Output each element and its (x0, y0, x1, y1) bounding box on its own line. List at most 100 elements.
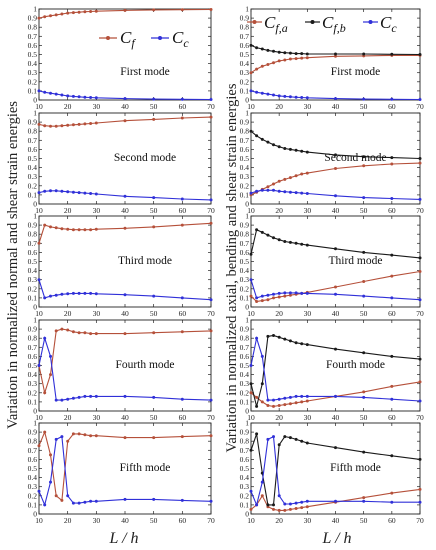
data-point (260, 299, 264, 303)
right-column-xlabel: L / h (321, 530, 351, 547)
data-point (334, 167, 337, 170)
x-tick-label: 10 (247, 206, 255, 215)
y-tick-label: 0.6 (240, 248, 250, 257)
legend-marker (158, 36, 162, 40)
data-point (300, 500, 304, 504)
data-point (37, 278, 41, 282)
y-tick-label: 0.1 (28, 190, 38, 199)
data-point (362, 395, 366, 399)
x-tick-label: 20 (275, 516, 283, 525)
data-point (260, 494, 264, 498)
data-point (152, 331, 156, 335)
x-tick-label: 30 (93, 206, 101, 215)
panel-right-1: 00.10.20.30.40.50.60.70.80.91 10 20 30 40 50 6… (240, 5, 424, 112)
data-point (277, 494, 281, 498)
data-point (362, 164, 366, 168)
data-point (60, 227, 64, 231)
data-point (300, 242, 304, 246)
x-tick-label: 10 (35, 309, 43, 318)
data-point (123, 119, 127, 123)
plot-frame (38, 8, 212, 101)
data-point (305, 394, 309, 398)
x-tick-label: 50 (150, 102, 158, 111)
panel-left-4: 00.10.20.30.40.50.60.70.80.91 10 20 30 40 50 6… (28, 316, 215, 423)
data-point (300, 291, 304, 295)
data-point (123, 97, 127, 101)
data-point (77, 191, 81, 195)
x-tick-label: 20 (275, 102, 283, 111)
y-tick-label: 0.5 (28, 257, 38, 266)
data-point (249, 507, 253, 511)
y-tick-label: 0 (245, 407, 249, 416)
data-point (54, 494, 58, 498)
x-tick-label: 50 (150, 413, 158, 422)
data-point (418, 357, 422, 361)
data-point (294, 507, 298, 510)
data-point (123, 293, 127, 297)
data-point (255, 300, 259, 303)
y-tick-label: 0.3 (28, 68, 38, 77)
data-point (54, 124, 58, 128)
data-point (294, 191, 298, 195)
data-point (260, 400, 264, 404)
y-tick-label: 1 (33, 109, 37, 118)
y-tick-label: 0.9 (240, 428, 250, 437)
data-point (249, 252, 253, 256)
data-point (83, 10, 87, 14)
y-tick-label: 0.5 (28, 361, 38, 370)
legend: Cf,a Cf,b Cc (247, 13, 397, 35)
data-point (66, 227, 70, 231)
data-point (43, 189, 47, 193)
data-point (54, 226, 58, 230)
data-point (283, 294, 287, 298)
data-point (283, 508, 287, 512)
data-point (249, 382, 253, 386)
data-point (83, 500, 87, 504)
y-tick-label: 0.2 (240, 491, 250, 500)
data-point (255, 404, 259, 408)
data-point (49, 14, 52, 18)
data-point (294, 174, 298, 178)
data-point (272, 334, 275, 337)
data-point (266, 92, 270, 96)
legend-label: Cf,b (322, 13, 346, 35)
data-point (249, 391, 253, 395)
y-tick-label: 0.8 (240, 437, 250, 446)
x-tick-label: 10 (247, 102, 255, 111)
y-tick-label: 0.9 (28, 428, 38, 437)
data-point (294, 437, 298, 441)
data-point (390, 253, 394, 257)
data-point (277, 189, 281, 193)
data-point (418, 53, 422, 56)
data-point (272, 61, 275, 65)
data-point (418, 161, 422, 165)
data-point (180, 498, 184, 502)
x-tick-label: 70 (207, 102, 215, 111)
x-tick-label: 20 (275, 206, 283, 215)
data-point (260, 480, 264, 484)
data-point (390, 296, 394, 300)
data-point (272, 188, 275, 192)
data-point (418, 487, 422, 491)
data-point (89, 122, 93, 125)
data-point (54, 329, 58, 333)
data-point (255, 189, 259, 193)
x-tick-label: 30 (304, 309, 312, 318)
data-point (283, 435, 287, 439)
data-point (272, 236, 275, 240)
y-tick-label: 0.7 (240, 343, 250, 352)
right-column-ylabel: Variation in normalized axial, bending a… (224, 83, 240, 452)
data-point (390, 454, 394, 458)
data-point (418, 500, 422, 504)
x-tick-label: 50 (360, 309, 368, 318)
data-point (260, 382, 264, 386)
data-point (60, 189, 64, 193)
data-point (362, 280, 366, 283)
data-point (418, 298, 422, 302)
data-point (83, 191, 87, 195)
panel-title: First mode (331, 66, 381, 78)
data-point (283, 190, 287, 194)
data-point (77, 501, 81, 505)
y-tick-label: 0 (245, 510, 249, 519)
